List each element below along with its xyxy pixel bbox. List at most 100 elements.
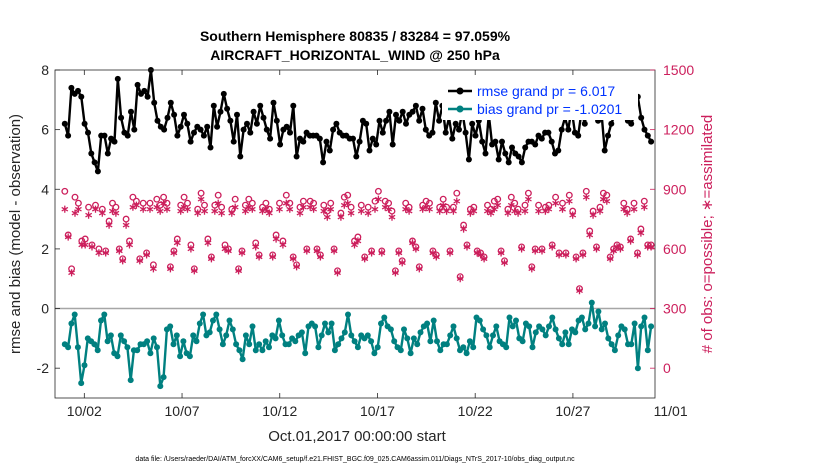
data-point-bias xyxy=(335,341,342,348)
chart-title-line1: Southern Hemisphere 80835 / 83284 = 97.0… xyxy=(200,28,511,44)
legend-box xyxy=(442,80,638,120)
data-point-bias xyxy=(648,323,655,330)
data-point-rmse xyxy=(641,126,648,133)
data-point-possible xyxy=(71,193,79,201)
y-tick-label-left: 6 xyxy=(41,122,49,138)
data-point-rmse xyxy=(144,93,151,100)
data-point-possible xyxy=(61,187,69,195)
data-point-assimilated xyxy=(558,205,566,213)
data-point-rmse xyxy=(174,132,181,139)
data-point-rmse xyxy=(287,129,293,136)
data-point-bias xyxy=(127,377,134,384)
data-point-rmse xyxy=(101,132,108,139)
data-point-rmse xyxy=(181,111,187,118)
data-point-rmse xyxy=(200,132,207,139)
data-point-assimilated xyxy=(71,209,79,217)
data-point-rmse xyxy=(161,126,168,133)
y-tick-label-left: 8 xyxy=(41,62,49,78)
data-point-assimilated xyxy=(313,247,321,255)
data-point-assimilated xyxy=(470,207,478,215)
data-point-bias xyxy=(562,329,569,336)
data-point-rmse xyxy=(253,120,260,127)
data-point-assimilated xyxy=(204,239,212,247)
data-point-rmse xyxy=(94,168,101,175)
data-point-bias xyxy=(470,344,477,351)
data-point-bias xyxy=(266,344,272,351)
data-point-possible xyxy=(282,191,290,199)
data-point-assimilated xyxy=(119,257,127,265)
data-point-assimilated xyxy=(429,249,437,257)
x-tick-label: 10/27 xyxy=(555,403,590,419)
data-point-bias xyxy=(546,323,552,330)
data-point-bias xyxy=(275,317,282,324)
data-point-rmse xyxy=(565,126,572,133)
data-point-bias xyxy=(443,341,450,348)
data-point-assimilated xyxy=(463,243,471,251)
x-tick-label: 10/12 xyxy=(262,403,297,419)
data-point-bias xyxy=(206,329,213,336)
data-point-rmse xyxy=(469,120,476,127)
data-point-bias xyxy=(578,314,585,321)
x-axis-label: Oct.01,2017 00:00:00 start xyxy=(268,428,446,445)
data-point-possible xyxy=(245,195,253,203)
data-point-bias xyxy=(585,320,592,327)
data-point-assimilated xyxy=(303,247,311,255)
data-point-bias xyxy=(180,338,187,345)
data-point-assimilated xyxy=(153,203,161,211)
data-point-bias xyxy=(644,347,651,354)
data-point-assimilated xyxy=(490,205,498,213)
data-point-rmse xyxy=(605,132,611,139)
data-point-assimilated xyxy=(126,241,134,249)
data-point-assimilated xyxy=(85,211,93,219)
data-point-rmse xyxy=(518,159,525,166)
data-point-rmse xyxy=(270,99,277,106)
data-point-assimilated xyxy=(276,205,283,213)
data-point-assimilated xyxy=(279,241,287,249)
data-point-assimilated xyxy=(299,203,307,211)
footnote: data file: /Users/raeder/DAI/ATM_forcXX/… xyxy=(135,456,575,463)
data-point-rmse xyxy=(124,132,131,139)
data-point-assimilated xyxy=(170,249,178,257)
data-point-bias xyxy=(285,341,292,348)
data-point-rmse xyxy=(369,135,376,142)
data-point-possible xyxy=(507,193,515,201)
data-point-rmse xyxy=(456,126,462,133)
data-point-bias xyxy=(121,338,128,345)
data-point-bias xyxy=(602,320,608,327)
data-point-bias xyxy=(315,344,322,351)
data-point-assimilated xyxy=(248,205,256,213)
data-point-assimilated xyxy=(603,197,611,205)
data-point-assimilated xyxy=(262,205,270,213)
data-point-bias xyxy=(447,332,454,339)
data-point-rmse xyxy=(601,147,608,154)
data-point-assimilated xyxy=(238,249,246,257)
data-point-assimilated xyxy=(323,213,331,221)
data-point-bias xyxy=(387,326,394,333)
data-point-bias xyxy=(628,341,635,348)
data-point-rmse xyxy=(184,120,191,127)
x-tick-label: 10/02 xyxy=(67,403,102,419)
data-point-assimilated xyxy=(395,249,403,257)
data-point-rmse xyxy=(141,87,148,94)
data-point-assimilated xyxy=(224,247,232,255)
data-point-rmse xyxy=(353,153,360,160)
data-point-bias xyxy=(144,338,151,345)
data-point-rmse xyxy=(538,135,545,142)
data-point-assimilated xyxy=(98,209,106,217)
y-axis-label-left: rmse and bias (model - observation) xyxy=(7,114,24,354)
data-point-possible xyxy=(129,193,137,201)
data-point-rmse xyxy=(350,135,356,142)
data-point-assimilated xyxy=(538,247,546,255)
data-point-bias xyxy=(239,356,246,363)
data-point-rmse xyxy=(240,126,247,133)
data-point-bias xyxy=(486,344,493,351)
data-point-bias xyxy=(190,332,197,339)
data-point-bias xyxy=(401,326,407,333)
x-tick-label: 11/01 xyxy=(654,403,688,419)
data-point-rmse xyxy=(379,129,386,136)
data-point-assimilated xyxy=(88,243,96,251)
y-tick-label-left: -2 xyxy=(37,360,50,376)
data-point-assimilated xyxy=(531,247,539,255)
data-point-rmse xyxy=(78,93,85,100)
